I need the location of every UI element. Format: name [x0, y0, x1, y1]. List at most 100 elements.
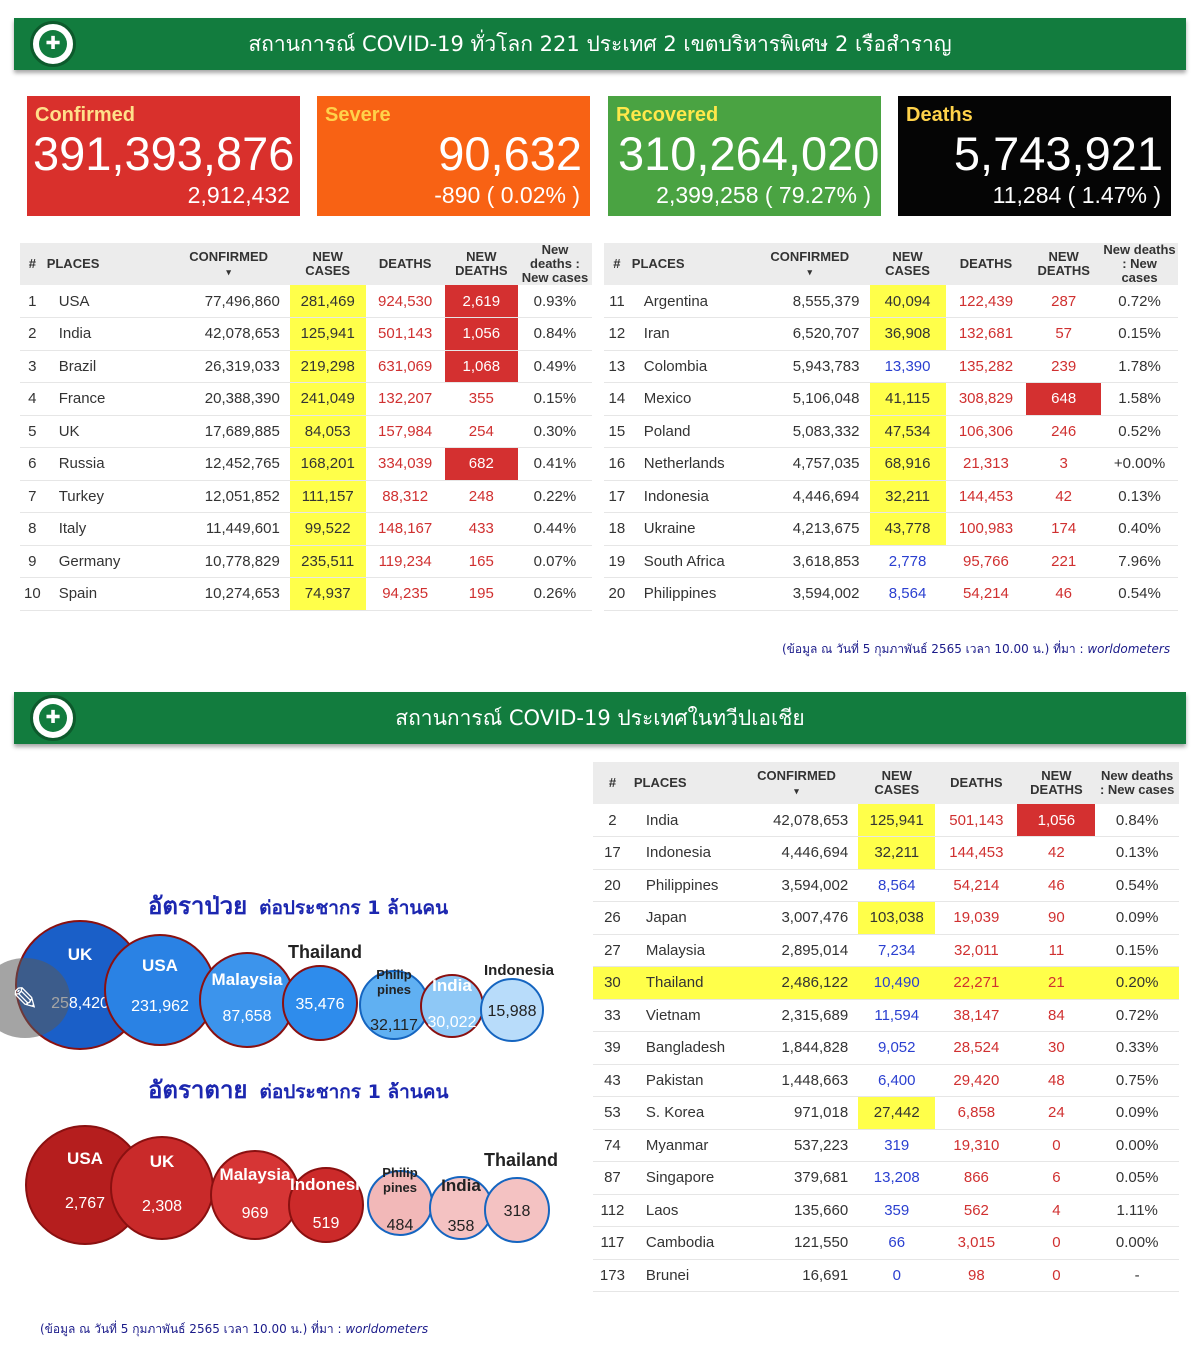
cell-ratio: 0.54% [1101, 577, 1178, 611]
cell-ratio: 0.09% [1095, 1096, 1179, 1130]
cell-rank: 87 [593, 1161, 632, 1195]
header-new-deaths[interactable]: NEW DEATHS [1017, 762, 1096, 804]
card-recovered-label: Recovered [616, 104, 719, 126]
header-places[interactable]: PLACES [631, 762, 735, 804]
header-new-cases[interactable]: NEW CASES [858, 762, 936, 804]
bubble-name: India [441, 1176, 481, 1195]
source-site: worldometers [345, 1322, 429, 1336]
cell-deaths: 106,306 [945, 415, 1027, 448]
header-ratio[interactable]: New deaths : New cases [1101, 243, 1178, 285]
table-row: 27 Malaysia 2,895,014 7,234 32,011 11 0.15% [593, 934, 1179, 967]
header-deaths[interactable]: DEATHS [365, 243, 445, 285]
cell-ratio: 0.26% [517, 577, 592, 611]
cell-place: Iran [629, 317, 751, 351]
cell-rank: 1 [20, 285, 45, 318]
bubble-name: USA [67, 1149, 103, 1168]
header-num[interactable]: # [20, 243, 45, 285]
cell-ratio: 0.49% [517, 350, 592, 383]
cell-rank: 117 [593, 1226, 632, 1260]
bubble-label-outside: Thailand [288, 942, 363, 962]
cell-ratio: 0.00% [1095, 1226, 1179, 1260]
cell-deaths: 32,011 [935, 934, 1018, 967]
cell-deaths: 132,681 [945, 317, 1027, 351]
cell-new-deaths: 46 [1026, 577, 1102, 611]
header-num[interactable]: # [604, 243, 630, 285]
bubble-name: UK [67, 945, 93, 964]
cell-new-cases: 219,298 [289, 350, 366, 383]
cell-place: Bangladesh [631, 1031, 735, 1065]
cell-place: Myanmar [631, 1129, 735, 1162]
cell-place: Russia [44, 447, 168, 481]
header-confirmed[interactable]: CONFIRMED ▾ [750, 243, 870, 285]
cell-ratio: 0.72% [1101, 285, 1178, 318]
cell-deaths: 94,235 [365, 577, 445, 611]
ministry-logo-icon: ✚ [30, 21, 76, 67]
bubble-indonesia: 15,988 [480, 978, 544, 1042]
cell-new-cases: 11,594 [858, 999, 936, 1032]
cell-deaths: 157,984 [365, 415, 445, 448]
header-new-deaths[interactable]: NEW DEATHS [1026, 243, 1102, 285]
cell-new-cases: 235,511 [289, 545, 366, 578]
bubble-value: 519 [312, 1215, 340, 1232]
table-row: 20 Philippines 3,594,002 8,564 54,214 46 0.54% [593, 869, 1179, 902]
cell-confirmed: 537,223 [734, 1129, 859, 1162]
header-new-cases[interactable]: NEW CASES [869, 243, 946, 285]
source-prefix: (ข้อมูล ณ วันที่ 5 กุมภาพันธ์ 2565 เวลา … [40, 1322, 342, 1336]
cell-new-deaths: 1,056 [444, 317, 518, 351]
cell-new-deaths: 90 [1017, 901, 1096, 935]
cell-confirmed: 12,051,852 [167, 480, 290, 513]
cell-new-deaths: 648 [1026, 382, 1102, 416]
bubble-value: 969 [241, 1205, 269, 1222]
card-deaths: Deaths 5,743,921 11,284 ( 1.47% ) [898, 96, 1171, 216]
world-table-left: # PLACES CONFIRMED ▾ NEW CASES DEATHS NEW DEAT… [20, 243, 592, 611]
cell-confirmed: 2,486,122 [734, 966, 859, 1000]
cell-new-deaths: 42 [1026, 480, 1102, 513]
cell-rank: 16 [604, 447, 630, 481]
table-row: 15 Poland 5,083,332 47,534 106,306 246 0.52% [604, 415, 1178, 448]
header-places[interactable]: PLACES [44, 243, 168, 285]
header-confirmed[interactable]: CONFIRMED ▾ [167, 243, 290, 285]
cell-deaths: 19,039 [935, 901, 1018, 935]
header-places[interactable]: PLACES [629, 243, 751, 285]
header-deaths[interactable]: DEATHS [945, 243, 1027, 285]
cell-place: S. Korea [631, 1096, 735, 1130]
bubble-value: 484 [386, 1217, 414, 1234]
cell-rank: 43 [593, 1064, 632, 1097]
cell-ratio: 0.13% [1095, 836, 1179, 870]
cell-confirmed: 3,618,853 [750, 545, 870, 578]
cell-place: Argentina [629, 285, 751, 318]
cell-ratio: 0.84% [1095, 804, 1179, 837]
header-new-cases[interactable]: NEW CASES [289, 243, 366, 285]
header-new-deaths[interactable]: NEW DEATHS [444, 243, 518, 285]
cell-ratio: 0.84% [517, 317, 592, 351]
bubble-value: 87,658 [222, 1008, 272, 1025]
header-ratio[interactable]: New deaths : New cases [1095, 762, 1179, 804]
cell-deaths: 3,015 [935, 1226, 1018, 1260]
cell-new-deaths: 42 [1017, 836, 1096, 870]
table-row: 87 Singapore 379,681 13,208 866 6 0.05% [593, 1161, 1179, 1195]
banner-world-title: สถานการณ์ COVID-19 ทั่วโลก 221 ประเทศ 2 … [248, 31, 952, 56]
header-deaths-label: DEATHS [950, 775, 1003, 790]
header-confirmed[interactable]: CONFIRMED ▾ [734, 762, 859, 804]
cell-deaths: 119,234 [365, 545, 445, 578]
edit-pencil-button[interactable]: ✎ [0, 958, 70, 1038]
cell-new-cases: 125,941 [858, 804, 936, 837]
cell-place: Ukraine [629, 512, 751, 546]
cell-confirmed: 3,594,002 [750, 577, 870, 611]
header-ratio[interactable]: New deaths : New cases [517, 243, 592, 285]
bubble-value: 30,022 [427, 1014, 477, 1031]
cell-place: Colombia [629, 350, 751, 383]
header-deaths[interactable]: DEATHS [935, 762, 1018, 804]
bubble-name: Philip pines [376, 967, 412, 997]
header-num[interactable]: # [593, 762, 632, 804]
cell-rank: 7 [20, 480, 45, 513]
table-row: 39 Bangladesh 1,844,828 9,052 28,524 30 0.33% [593, 1031, 1179, 1065]
death-rate-title: อัตราตาย [148, 1076, 248, 1104]
cell-ratio: 1.58% [1101, 382, 1178, 416]
cell-deaths: 135,282 [945, 350, 1027, 383]
bubble-uk: UK 2,308 [110, 1136, 214, 1240]
cell-place: Indonesia [631, 836, 735, 870]
banner-world: ✚ สถานการณ์ COVID-19 ทั่วโลก 221 ประเทศ … [14, 18, 1186, 70]
card-deaths-label: Deaths [906, 104, 973, 126]
bubble-name: Malaysia [211, 970, 283, 989]
